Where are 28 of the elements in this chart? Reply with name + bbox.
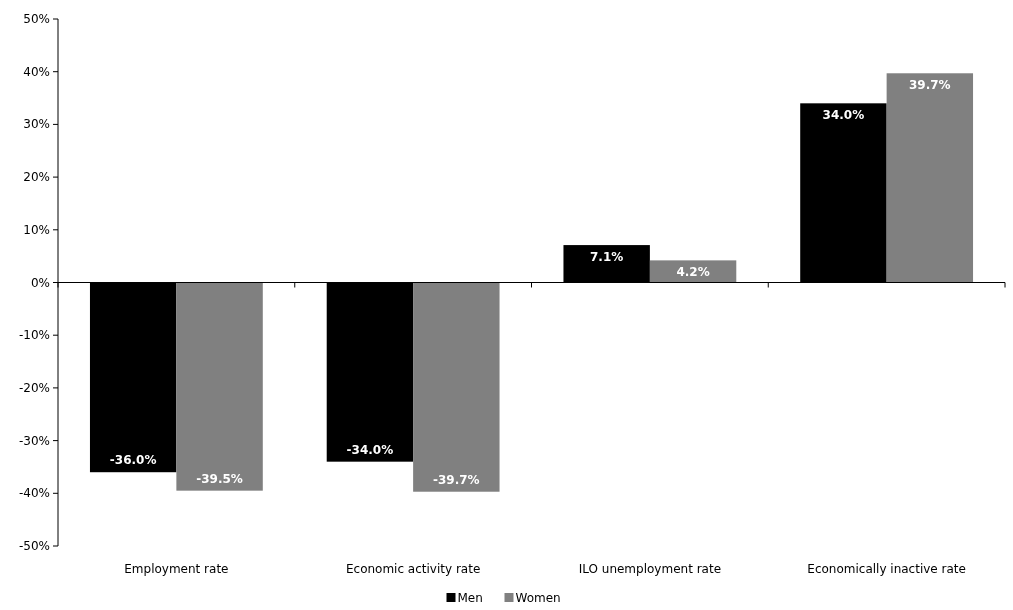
data-label: -34.0% (346, 442, 394, 457)
y-tick-label: -30% (18, 433, 50, 448)
y-tick-label: 30% (23, 117, 50, 132)
y-tick-label: -20% (18, 380, 50, 395)
y-tick-label: 50% (23, 12, 50, 26)
y-tick-label: -50% (18, 539, 50, 553)
data-label: -39.7% (433, 472, 480, 487)
bar (413, 282, 500, 492)
data-label: 34.0% (822, 108, 865, 123)
x-tick-label: Economic activity rate (345, 562, 481, 576)
y-tick-label: 20% (23, 170, 50, 185)
data-label: -36.0% (109, 453, 157, 468)
x-tick-label: Economically inactive rate (807, 562, 966, 576)
y-tick-label: 40% (23, 64, 50, 79)
data-label: -39.5% (196, 471, 243, 486)
x-tick-label: Employment rate (124, 562, 229, 576)
bar (886, 73, 974, 283)
y-tick-label: -40% (18, 486, 50, 501)
data-label: 4.2% (676, 265, 710, 280)
x-tick-label: ILO unemployment rate (578, 562, 722, 576)
bar (176, 282, 263, 491)
legend-label: Men (457, 591, 483, 605)
y-tick-label: 10% (23, 222, 50, 237)
data-label: 39.7% (909, 78, 951, 93)
data-label: 7.1% (590, 250, 624, 265)
y-tick-label: -10% (18, 328, 50, 343)
y-tick-label: 0% (30, 275, 50, 290)
legend-label: Women (515, 591, 561, 605)
